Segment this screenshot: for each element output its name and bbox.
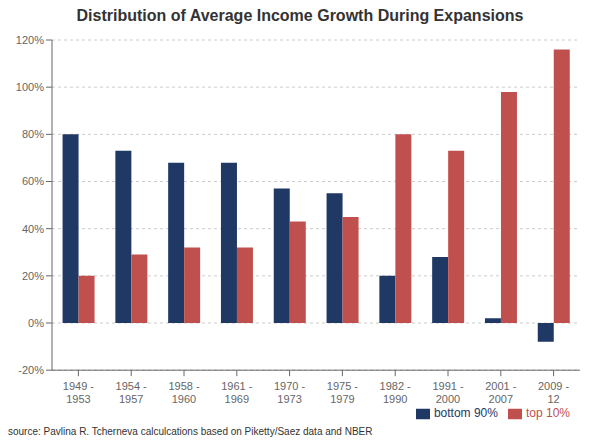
svg-text:40%: 40%: [22, 223, 44, 235]
svg-text:2001 -2007: 2001 -2007: [485, 380, 517, 405]
svg-text:1961 -1969: 1961 -1969: [221, 380, 253, 405]
svg-text:-20%: -20%: [18, 364, 44, 376]
html-text:bottom 90%: bottom 90%: [433, 406, 498, 421]
svg-text:1970 -1973: 1970 -1973: [274, 380, 306, 405]
svg-text:120%: 120%: [16, 34, 44, 46]
svg-text:1949 -1953: 1949 -1953: [63, 380, 95, 405]
svg-text:60%: 60%: [22, 175, 44, 187]
svg-text:1958 -1960: 1958 -1960: [168, 380, 200, 405]
svg-text:1954 -1957: 1954 -1957: [116, 380, 148, 405]
svg-text:80%: 80%: [22, 128, 44, 140]
svg-text:20%: 20%: [22, 270, 44, 282]
svg-text:1975 -1979: 1975 -1979: [327, 380, 359, 405]
svg-text:2009 -12: 2009 -12: [538, 380, 570, 405]
html-text:source: Pavlina R. Tcherneva c: source: Pavlina R. Tcherneva calculcatio…: [8, 426, 373, 437]
svg-text:1982 -1990: 1982 -1990: [380, 380, 412, 405]
svg-text:0%: 0%: [28, 317, 44, 329]
html-text:Distribution of Average Income: Distribution of Average Income Growth Du…: [76, 7, 524, 24]
svg-text:1991 -2000: 1991 -2000: [432, 380, 464, 405]
html-text:top 10%: top 10%: [526, 406, 570, 421]
svg-text:100%: 100%: [16, 81, 44, 93]
